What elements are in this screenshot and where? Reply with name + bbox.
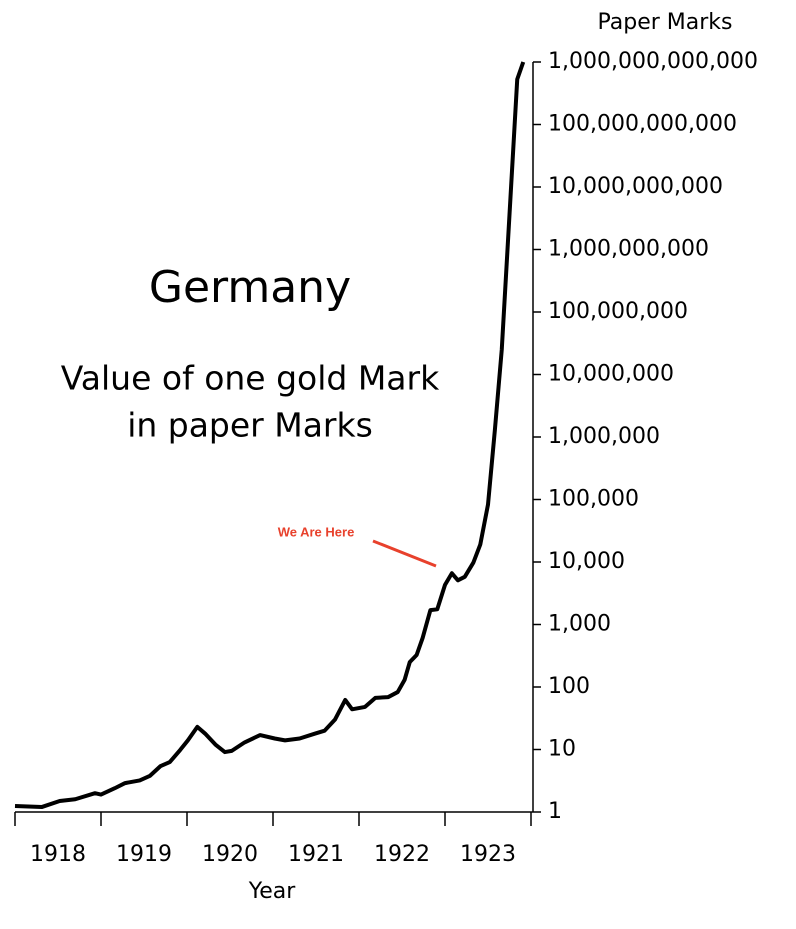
y-tick-label: 100 bbox=[548, 674, 590, 699]
chart-title: Germany bbox=[149, 262, 351, 313]
annotation-arrow bbox=[372, 539, 437, 568]
y-tick-label: 10,000 bbox=[548, 549, 625, 574]
x-tick-label: 1923 bbox=[460, 842, 516, 867]
y-tick-label: 1,000,000,000,000 bbox=[548, 49, 758, 74]
x-tick-label: 1920 bbox=[202, 842, 258, 867]
y-axis-label: Paper Marks bbox=[597, 10, 732, 35]
chart-subtitle: in paper Marks bbox=[127, 406, 373, 445]
y-tick-label: 10 bbox=[548, 737, 576, 762]
y-tick-label: 100,000,000,000 bbox=[548, 112, 737, 137]
x-tick-label: 1921 bbox=[288, 842, 344, 867]
y-tick-label: 10,000,000 bbox=[548, 362, 674, 387]
y-tick-label: 1,000,000,000 bbox=[548, 237, 709, 262]
y-tick-label: 1 bbox=[548, 799, 562, 824]
chart-subtitle: Value of one gold Mark bbox=[61, 359, 440, 398]
y-tick-label: 1,000 bbox=[548, 612, 611, 637]
y-tick-label: 100,000,000 bbox=[548, 299, 688, 324]
annotation-label: We Are Here bbox=[278, 524, 355, 539]
x-tick-label: 1918 bbox=[30, 842, 86, 867]
y-tick-label: 100,000 bbox=[548, 487, 639, 512]
x-tick-label: 1919 bbox=[116, 842, 172, 867]
y-tick-label: 10,000,000,000 bbox=[548, 174, 723, 199]
y-tick-label: 1,000,000 bbox=[548, 424, 660, 449]
x-tick-label: 1922 bbox=[374, 842, 430, 867]
x-axis-label: Year bbox=[248, 879, 297, 904]
data-line bbox=[14, 61, 526, 810]
